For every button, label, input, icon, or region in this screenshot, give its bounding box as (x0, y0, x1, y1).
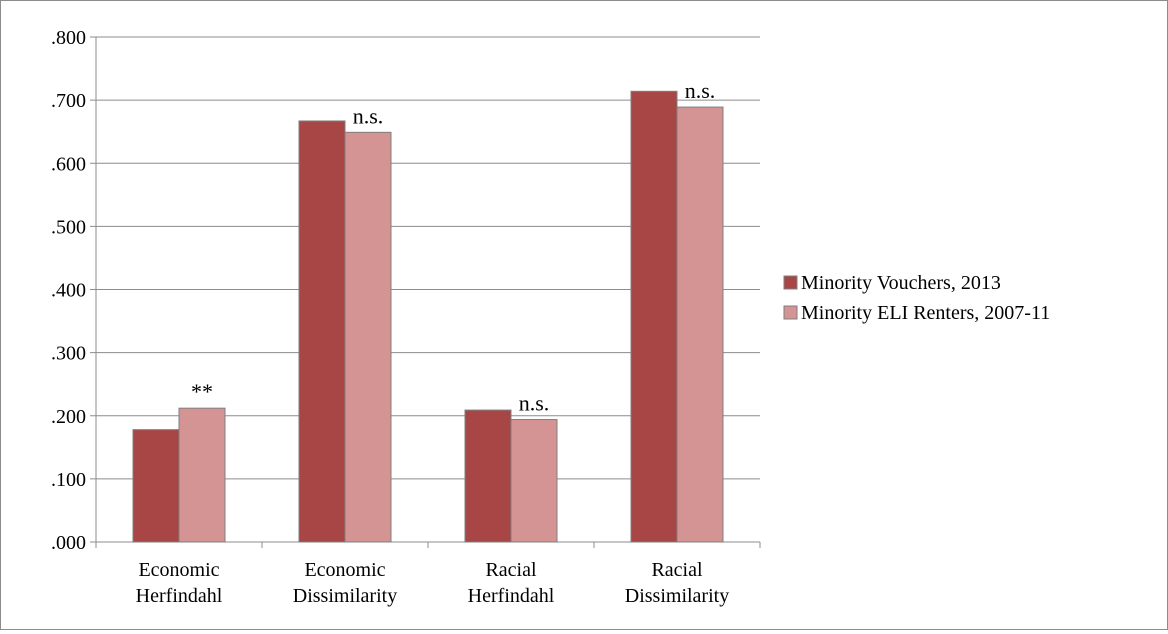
y-tick-label: .800 (51, 27, 86, 49)
y-tick-label: .400 (51, 280, 86, 302)
bar (510, 419, 558, 543)
bars (132, 90, 724, 543)
bar (178, 407, 226, 543)
legend-swatch (783, 305, 798, 320)
bar (630, 90, 678, 543)
x-category-label: Economic Dissimilarity (293, 559, 397, 607)
y-tick-label: .600 (51, 153, 86, 175)
y-tick-labels: .000 .100 .200 .300 .400 .500 .600 .700 .800 (51, 27, 86, 554)
legend: Minority Vouchers, 2013 Minority ELI Rent… (783, 272, 1050, 324)
bar (344, 131, 392, 543)
legend-label: Minority Vouchers, 2013 (801, 272, 1001, 294)
x-category-label: Racial Herfindahl (468, 559, 555, 607)
legend-swatch (783, 275, 798, 290)
significance-label: ** (191, 379, 213, 404)
x-category-label: Racial Dissimilarity (625, 559, 729, 607)
y-tick-label: .000 (51, 532, 86, 554)
x-category-label: Economic Herfindahl (136, 559, 223, 607)
bar (132, 429, 180, 543)
bar (676, 106, 724, 543)
y-tick-label: .500 (51, 216, 86, 238)
annotations: ** n.s. n.s. n.s. (191, 78, 715, 415)
legend-label: Minority ELI Renters, 2007-11 (801, 302, 1050, 324)
y-tick-label: .300 (51, 343, 86, 365)
y-tick-label: .100 (51, 469, 86, 491)
bar (298, 120, 346, 543)
y-tick-label: .200 (51, 406, 86, 428)
significance-label: n.s. (685, 78, 716, 103)
x-category-labels: Economic Herfindahl Economic Dissimilarity R… (136, 559, 730, 607)
y-tick-label: .700 (51, 90, 86, 112)
significance-label: n.s. (353, 103, 384, 128)
bar (464, 409, 512, 543)
significance-label: n.s. (519, 391, 550, 416)
